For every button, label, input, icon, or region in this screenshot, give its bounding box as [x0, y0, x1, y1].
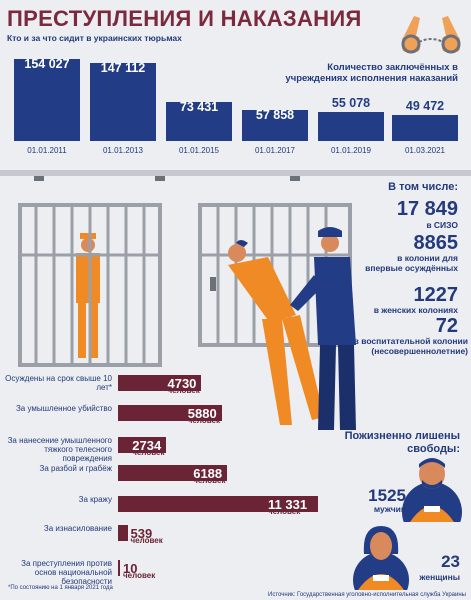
crime-bar-value: 5880	[187, 406, 217, 421]
count-bar-date: 01.01.2011	[27, 146, 67, 155]
crime-bar-value: 10	[123, 561, 138, 576]
crime-bar-unit: человек	[268, 507, 301, 516]
hook	[290, 176, 300, 181]
crime-bar	[118, 405, 222, 421]
breakdown-value: 8865	[413, 232, 459, 254]
crime-bar	[118, 465, 228, 481]
breakdown-label: в СИЗО	[426, 220, 458, 230]
footnote: *По состоянию на 1 января 2021 года	[8, 585, 113, 591]
count-bar-date: 01.01.2015	[178, 146, 220, 155]
count-bar: 154 027	[14, 57, 80, 141]
crime-bar-value: 11 331	[268, 497, 308, 512]
crime-bar-unit: человек	[193, 476, 226, 485]
life-women-label: женщины	[419, 572, 460, 582]
crime-bar-unit: человек	[132, 448, 165, 457]
man-avatar-icon	[402, 458, 462, 522]
count-bar-date: 01.01.2017	[254, 146, 296, 155]
count-bar-value: 73 431	[179, 99, 219, 114]
count-bar: 73 431	[166, 99, 232, 141]
count-bar-value: 49 472	[405, 98, 445, 113]
count-bar-value: 154 027	[24, 57, 70, 71]
page-title: ПРЕСТУПЛЕНИЯ И НАКАЗАНИЯ	[7, 6, 362, 31]
count-bar-date: 01.01.2013	[102, 146, 144, 155]
breakdown-label: в колонии для впервые осуждённых	[365, 253, 458, 273]
crime-label: За изнасилование	[43, 524, 112, 533]
breakdown-value: 72	[435, 315, 458, 337]
count-bar: 147 112	[90, 60, 156, 141]
count-bar-date: 01.03.2021	[404, 146, 446, 155]
source-note: Источник: Государственная уголовно-испол…	[268, 592, 466, 598]
life-men-value: 1525	[368, 486, 406, 505]
breakdown-value: 17 849	[396, 198, 458, 220]
breakdown-heading: В том числе:	[388, 181, 458, 193]
crime-bar	[118, 375, 202, 391]
crime-bar-unit: человек	[187, 416, 221, 425]
crime-label: Осуждены на срок свыше 10 лет*	[5, 374, 112, 392]
prison-cell-illustration	[18, 203, 356, 430]
woman-avatar-icon	[353, 526, 409, 590]
crime-bar-unit: человек	[123, 571, 156, 580]
count-bar: 57 858	[242, 108, 308, 141]
count-bar: 49 472	[392, 99, 458, 141]
breakdown-label: в воспитательной колонии (несовершенноле…	[353, 336, 468, 356]
count-bar-date: 01.01.2019	[330, 146, 372, 155]
crime-bar	[118, 560, 120, 576]
crime-bar-value: 2734	[132, 438, 162, 453]
crime-bar	[118, 496, 318, 512]
crime-label: За преступления против основ национально…	[21, 559, 112, 586]
life-women-value: 23	[441, 552, 460, 571]
breakdown-value: 1227	[413, 284, 459, 306]
hook	[34, 176, 44, 181]
ceiling-band	[0, 170, 471, 176]
count-heading: Количество заключённых в учреждениях исп…	[285, 62, 458, 84]
handcuffs-icon	[401, 16, 461, 54]
breakdown-label: в женских колониях	[373, 305, 458, 315]
crime-bar-value: 539	[130, 526, 153, 541]
crime-bar-unit: человек	[130, 536, 163, 545]
count-bar-value: 57 858	[255, 108, 295, 123]
life-men-label: мужчин	[373, 504, 406, 514]
crime-bar	[118, 437, 167, 453]
crime-label: За кражу	[78, 495, 112, 504]
count-bar: 55 078	[318, 96, 384, 141]
page-subtitle: Кто и за что сидит в украинских тюрьмах	[7, 33, 182, 43]
count-bar-value: 147 112	[100, 60, 146, 75]
count-bar-value: 55 078	[331, 95, 371, 110]
hook	[155, 176, 165, 181]
crime-bar-unit: человек	[167, 386, 200, 395]
crime-label: За нанесение умышленного тяжкого телесно…	[7, 436, 112, 463]
crime-bar-value: 4730	[167, 376, 197, 391]
crime-bar-value: 6188	[193, 466, 223, 481]
crime-bar	[118, 525, 128, 541]
life-heading: Пожизненно лишены свободы:	[344, 430, 460, 455]
crime-label: За разбой и грабёж	[39, 464, 112, 473]
crime-label: За умышленное убийство	[15, 404, 112, 413]
